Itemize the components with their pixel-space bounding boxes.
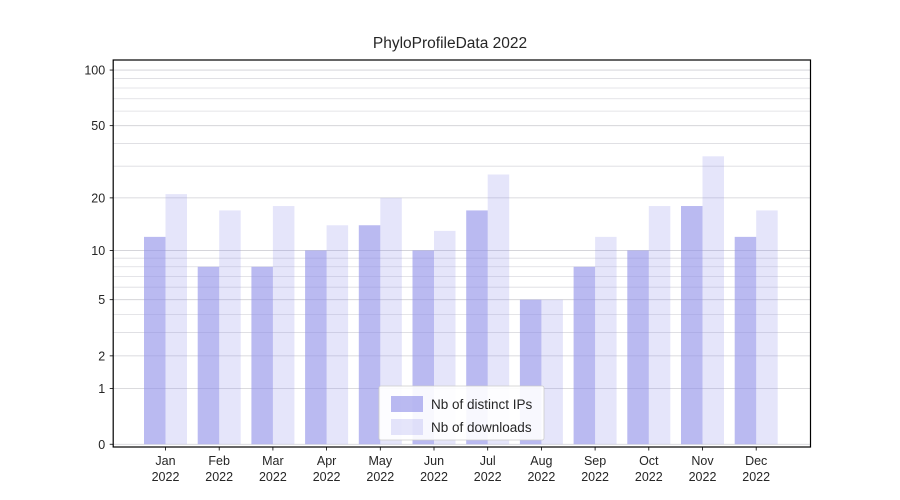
svg-text:2022: 2022 [420, 470, 448, 484]
svg-text:Nb of distinct IPs: Nb of distinct IPs [431, 397, 533, 412]
svg-text:2022: 2022 [689, 470, 717, 484]
svg-text:Aug: Aug [530, 454, 552, 468]
svg-text:2022: 2022 [581, 470, 609, 484]
svg-text:0: 0 [98, 438, 105, 452]
svg-text:Apr: Apr [317, 454, 336, 468]
svg-text:Dec: Dec [745, 454, 767, 468]
svg-text:2022: 2022 [313, 470, 341, 484]
svg-text:2022: 2022 [205, 470, 233, 484]
svg-text:May: May [368, 454, 392, 468]
svg-text:2022: 2022 [259, 470, 287, 484]
svg-text:2022: 2022 [366, 470, 394, 484]
svg-text:Jul: Jul [480, 454, 496, 468]
svg-text:2022: 2022 [474, 470, 502, 484]
svg-text:1: 1 [98, 382, 105, 396]
svg-text:100: 100 [84, 64, 105, 78]
svg-text:20: 20 [91, 191, 105, 205]
svg-text:50: 50 [91, 119, 105, 133]
svg-text:10: 10 [91, 244, 105, 258]
svg-text:Mar: Mar [262, 454, 284, 468]
svg-text:2022: 2022 [527, 470, 555, 484]
svg-text:Oct: Oct [639, 454, 659, 468]
svg-text:2022: 2022 [635, 470, 663, 484]
svg-text:PhyloProfileData 2022: PhyloProfileData 2022 [373, 35, 527, 52]
svg-text:Sep: Sep [584, 454, 606, 468]
svg-text:2: 2 [98, 349, 105, 363]
svg-text:Jun: Jun [424, 454, 444, 468]
svg-text:2022: 2022 [742, 470, 770, 484]
svg-text:Nov: Nov [691, 454, 714, 468]
svg-text:Nb of downloads: Nb of downloads [431, 420, 532, 435]
svg-text:Jan: Jan [155, 454, 175, 468]
svg-text:5: 5 [98, 293, 105, 307]
svg-text:2022: 2022 [152, 470, 180, 484]
svg-text:Feb: Feb [208, 454, 230, 468]
